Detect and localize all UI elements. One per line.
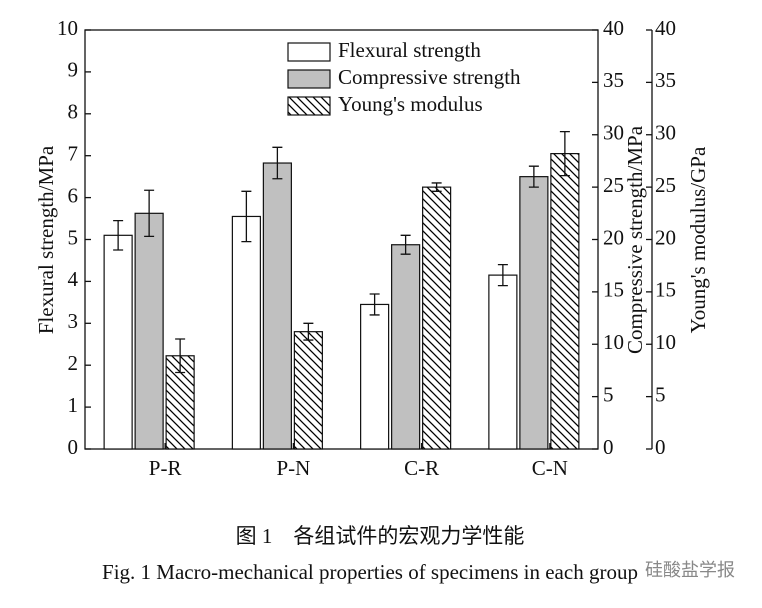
y-tick-label: 9 (68, 58, 79, 82)
bar (422, 186, 452, 450)
y2-tick-label: 5 (603, 382, 614, 406)
bar (231, 215, 261, 450)
error-bar (369, 293, 380, 316)
error-bar (113, 219, 124, 251)
y-tick-label: 6 (68, 183, 79, 207)
error-bar (144, 189, 155, 238)
caption-en: Fig. 1 Macro-mechanical properties of sp… (102, 560, 638, 584)
error-bar (559, 130, 570, 177)
legend-label: Flexural strength (338, 38, 481, 62)
y-tick-label: 5 (68, 225, 79, 249)
y2-tick-label: 15 (603, 278, 624, 302)
y-axis-title: Flexural strength/MPa (34, 145, 58, 334)
bar (262, 162, 292, 450)
bar (293, 331, 323, 450)
y3-tick-label: 10 (655, 330, 676, 354)
error-bar (528, 165, 539, 188)
bar (488, 274, 518, 450)
legend-label: Young's modulus (338, 92, 483, 116)
y2-tick-label: 25 (603, 173, 624, 197)
error-bar (400, 234, 411, 255)
y3-axis-title: Young's modulus/GPa (686, 146, 710, 333)
bar (519, 176, 549, 450)
legend-swatch (287, 42, 331, 62)
watermark: 硅酸盐学报 (645, 560, 735, 580)
y2-tick-label: 0 (603, 435, 614, 459)
error-bar (241, 190, 252, 243)
y2-tick-label: 30 (603, 121, 624, 145)
bar (134, 212, 164, 450)
legend-swatch (287, 96, 331, 116)
y2-tick-label: 35 (603, 68, 624, 92)
y2-tick-label: 40 (603, 16, 624, 40)
y-tick-label: 2 (68, 351, 79, 375)
x-tick-label: C-N (532, 456, 568, 480)
legend-swatch (287, 69, 331, 89)
y-tick-label: 0 (68, 435, 79, 459)
y-tick-label: 7 (68, 142, 79, 166)
error-bar (497, 263, 508, 287)
bar (360, 303, 390, 450)
y3-tick-label: 20 (655, 225, 676, 249)
y-tick-label: 4 (68, 267, 79, 291)
bar (550, 153, 580, 450)
y2-axis-title: Compressive strength/MPa (623, 125, 647, 354)
error-bar (175, 338, 186, 374)
error-bar (431, 182, 442, 192)
x-tick-label: C-R (404, 456, 439, 480)
y-tick-label: 3 (68, 309, 79, 333)
y-tick-label: 10 (57, 16, 78, 40)
y3-tick-label: 0 (655, 435, 666, 459)
x-tick-label: P-R (149, 456, 182, 480)
caption-cn: 图 1 各组试件的宏观力学性能 (236, 524, 525, 548)
bar (103, 234, 133, 450)
y3-tick-label: 25 (655, 173, 676, 197)
bar (391, 244, 421, 450)
legend-label: Compressive strength (338, 65, 521, 89)
y-tick-label: 1 (68, 393, 79, 417)
y3-tick-label: 15 (655, 278, 676, 302)
y3-tick-label: 30 (655, 121, 676, 145)
y-tick-label: 8 (68, 100, 79, 124)
y2-tick-label: 10 (603, 330, 624, 354)
y3-tick-label: 40 (655, 16, 676, 40)
error-bar (303, 322, 314, 341)
y3-tick-label: 35 (655, 68, 676, 92)
x-tick-label: P-N (276, 456, 310, 480)
y2-tick-label: 20 (603, 225, 624, 249)
error-bar (272, 146, 283, 180)
y3-tick-label: 5 (655, 382, 666, 406)
